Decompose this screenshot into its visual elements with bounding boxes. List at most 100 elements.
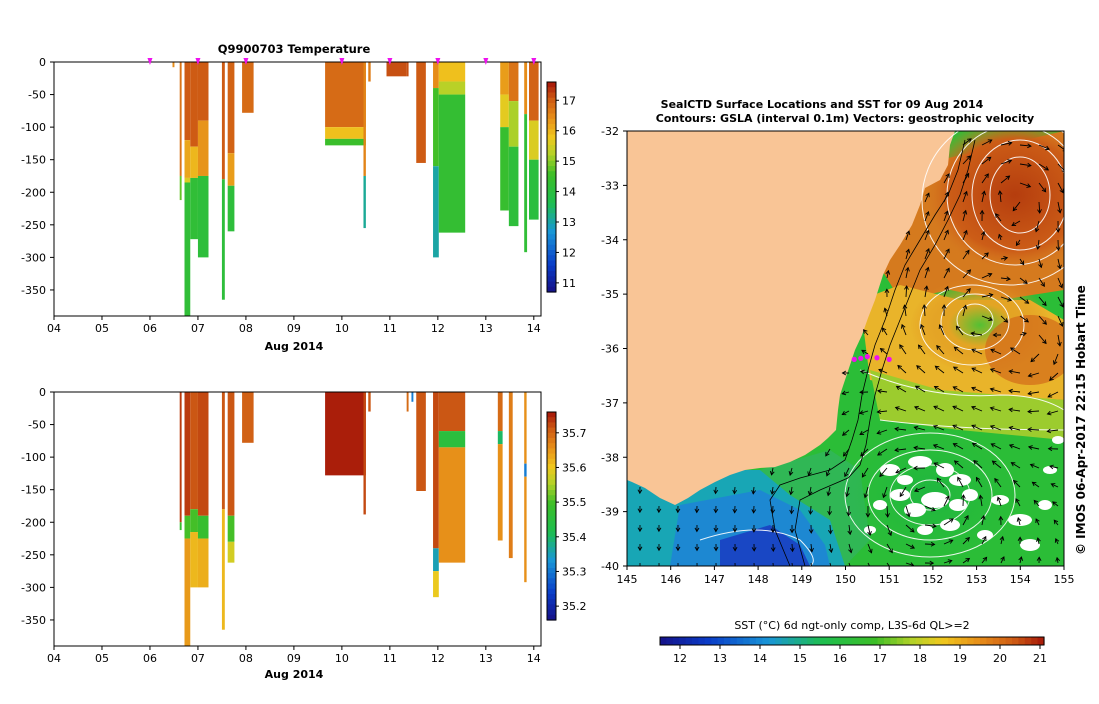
- y-tick-label: -150: [21, 484, 46, 497]
- cast-segment: [439, 95, 465, 233]
- sst-colorbar-swatch: [903, 637, 910, 645]
- colorbar-swatch: [547, 103, 556, 109]
- x-tick-label: 04: [47, 322, 61, 335]
- map-y-tick-label: -36: [601, 343, 619, 356]
- colorbar-swatch: [547, 464, 556, 470]
- x-tick-label: 14: [527, 322, 541, 335]
- y-tick-label: -100: [21, 121, 46, 134]
- cast-segment: [228, 62, 235, 153]
- x-tick-label: 08: [239, 652, 253, 665]
- cloud-patch: [897, 475, 913, 485]
- colorbar-swatch: [547, 552, 556, 558]
- map-y-tick-label: -34: [601, 234, 619, 247]
- cast-segment: [180, 522, 182, 530]
- map-x-tick-label: 154: [1010, 573, 1031, 586]
- colorbar-swatch: [547, 459, 556, 465]
- colorbar-swatch: [547, 182, 556, 188]
- map-x-tick-label: 145: [617, 573, 638, 586]
- x-tick-label: 10: [335, 322, 349, 335]
- colorbar-swatch: [547, 177, 556, 183]
- x-tick-label: 12: [431, 322, 445, 335]
- cast-segment: [416, 392, 426, 491]
- cast-segment: [529, 121, 539, 160]
- colorbar-tick-label: 16: [562, 125, 576, 138]
- sst-colorbar-swatch: [878, 637, 885, 645]
- cast-segment: [500, 95, 509, 128]
- cast-segment: [325, 127, 366, 139]
- y-tick-label: -250: [21, 219, 46, 232]
- sst-colorbar-swatch: [954, 637, 961, 645]
- profile-cast: [198, 62, 209, 257]
- seal-position-marker: [887, 357, 892, 362]
- map-x-tick-label: 149: [791, 573, 812, 586]
- sst-map-panel: SealCTD Surface Locations and SST for 09…: [601, 98, 1099, 665]
- profile-cast: [500, 62, 509, 210]
- arrow-head: [810, 567, 814, 571]
- colorbar-swatch: [547, 250, 556, 256]
- x-tick-label: 08: [239, 322, 253, 335]
- temperature-y-axis: 0-50-100-150-200-250-300-350: [21, 56, 54, 297]
- sst-colorbar-swatch: [730, 637, 737, 645]
- profile-cast: [368, 392, 370, 412]
- colorbar-swatch: [547, 568, 556, 574]
- sst-colorbar-tick-label: 19: [953, 652, 967, 665]
- profile-cast: [368, 62, 370, 82]
- colorbar-swatch: [547, 166, 556, 172]
- cast-segment: [500, 127, 509, 210]
- cast-segment: [180, 392, 182, 522]
- cast-segment: [363, 392, 365, 514]
- profile-cast: [416, 392, 426, 491]
- colorbar-swatch: [547, 135, 556, 141]
- arrow-head: [752, 566, 756, 570]
- colorbar-swatch: [547, 255, 556, 261]
- profile-cast: [524, 62, 527, 252]
- colorbar-swatch: [547, 454, 556, 460]
- colorbar-swatch: [547, 542, 556, 548]
- colorbar-swatch: [547, 261, 556, 267]
- colorbar-swatch: [547, 422, 556, 428]
- sst-colorbar-swatch: [820, 637, 827, 645]
- map-x-tick-label: 147: [704, 573, 725, 586]
- cast-segment: [198, 539, 209, 588]
- profile-cast: [325, 392, 366, 475]
- profile-cast: [498, 392, 503, 540]
- cast-segment: [433, 392, 439, 548]
- profile-cast: [242, 62, 254, 113]
- map-y-tick-label: -32: [601, 125, 619, 138]
- sst-colorbar-swatch: [922, 637, 929, 645]
- cast-segment: [180, 176, 182, 200]
- sst-colorbar-swatch: [833, 637, 840, 645]
- colorbar-swatch: [547, 599, 556, 605]
- colorbar-swatch: [547, 129, 556, 135]
- sst-colorbar-swatch: [916, 637, 923, 645]
- sst-colorbar-swatch: [807, 637, 814, 645]
- sst-colorbar-swatch: [782, 637, 789, 645]
- cast-segment: [439, 82, 465, 95]
- arrow-head: [869, 567, 873, 571]
- cast-segment: [524, 114, 527, 252]
- sst-colorbar-swatch: [718, 637, 725, 645]
- colorbar-swatch: [547, 98, 556, 104]
- cast-segment: [198, 121, 209, 176]
- sst-colorbar-tick-label: 15: [793, 652, 807, 665]
- cast-segment: [190, 532, 198, 587]
- colorbar-swatch: [547, 245, 556, 251]
- cast-segment: [222, 179, 225, 299]
- cast-segment: [173, 62, 175, 67]
- cast-segment: [198, 62, 209, 121]
- cast-segment: [190, 62, 198, 147]
- colorbar-swatch: [547, 573, 556, 579]
- colorbar-tick-label: 35.7: [562, 427, 587, 440]
- cast-segment: [190, 147, 198, 178]
- colorbar-swatch: [547, 428, 556, 434]
- cast-segment: [222, 62, 225, 179]
- colorbar-swatch: [547, 417, 556, 423]
- cast-segment: [185, 392, 191, 516]
- sst-colorbar-swatch: [724, 637, 731, 645]
- cast-segment: [242, 392, 254, 443]
- sst-colorbar-swatch: [961, 637, 968, 645]
- x-tick-label: 10: [335, 652, 349, 665]
- cloud-patch: [873, 500, 887, 510]
